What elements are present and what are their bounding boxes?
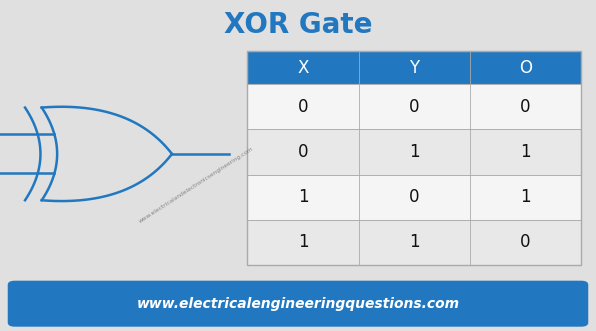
Text: 1: 1 — [409, 143, 420, 161]
Text: 0: 0 — [298, 143, 308, 161]
Text: XOR Gate: XOR Gate — [224, 11, 372, 39]
Text: 0: 0 — [409, 98, 420, 116]
Text: X: X — [297, 59, 309, 77]
Text: 1: 1 — [520, 143, 531, 161]
Text: O: O — [519, 59, 532, 77]
Text: Y: Y — [409, 59, 419, 77]
Text: www.electricalandelectronicsengineering.com: www.electricalandelectronicsengineering.… — [138, 146, 255, 224]
FancyBboxPatch shape — [247, 51, 581, 84]
Text: 0: 0 — [520, 233, 530, 251]
Text: 1: 1 — [520, 188, 531, 206]
Text: 0: 0 — [298, 98, 308, 116]
FancyBboxPatch shape — [247, 84, 581, 129]
Text: 1: 1 — [297, 233, 308, 251]
FancyBboxPatch shape — [247, 174, 581, 220]
FancyBboxPatch shape — [247, 220, 581, 265]
Text: 0: 0 — [520, 98, 530, 116]
Text: www.electricalengineeringquestions.com: www.electricalengineeringquestions.com — [136, 297, 460, 311]
Text: 0: 0 — [409, 188, 420, 206]
FancyBboxPatch shape — [247, 129, 581, 174]
Text: 1: 1 — [297, 188, 308, 206]
Text: 1: 1 — [409, 233, 420, 251]
FancyBboxPatch shape — [8, 281, 588, 327]
